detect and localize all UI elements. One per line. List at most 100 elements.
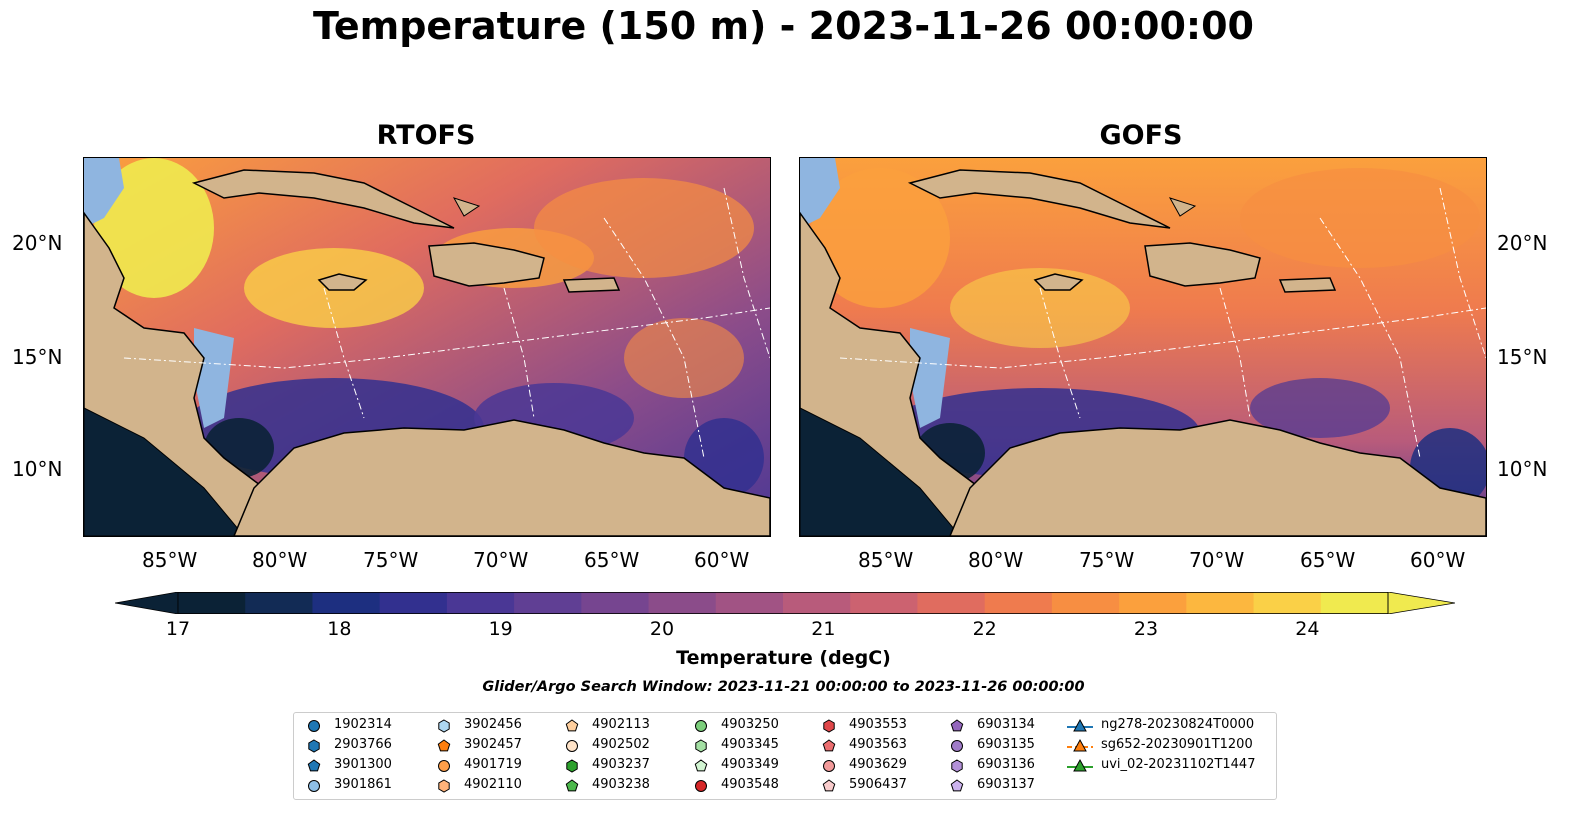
circle-marker-icon	[823, 760, 835, 772]
legend-item-label: 4903250	[721, 717, 779, 732]
colorbar-tick-label: 17	[165, 618, 191, 640]
lon-label-75w-left: 75°W	[363, 548, 419, 572]
colorbar-tick-label: 22	[972, 618, 997, 640]
colorbar-segment	[245, 592, 313, 614]
pentagon-marker-icon	[950, 719, 964, 732]
colorbar-segment	[783, 592, 851, 614]
colorbar-segment	[379, 592, 448, 614]
legend-glider-label: ng278-20230824T0000	[1101, 717, 1255, 732]
legend-item-label: 4903345	[721, 737, 779, 752]
hexagon-marker-icon	[695, 739, 707, 753]
legend-item-label: 4903563	[849, 737, 907, 752]
glider-triangle-icon	[1067, 738, 1093, 752]
legend-glider-label: uvi_02-20231102T1447	[1101, 757, 1256, 772]
lon-label-70w-left: 70°W	[473, 548, 529, 572]
colorbar-segment	[1320, 592, 1389, 614]
colorbar-segment	[917, 592, 986, 614]
circle-marker-icon	[308, 720, 320, 732]
lon-label-80w-left: 80°W	[252, 548, 308, 572]
colorbar-segment	[514, 592, 582, 614]
hexagon-marker-icon	[823, 719, 835, 733]
colorbar-border	[177, 592, 1389, 614]
legend-item-label: 4903629	[849, 757, 907, 772]
lon-label-75w-right: 75°W	[1079, 548, 1135, 572]
colorbar-min-extension	[115, 592, 179, 614]
glider-triangle-icon	[1067, 718, 1093, 732]
pentagon-marker-icon	[822, 779, 836, 792]
legend-item-label: 4903553	[849, 717, 907, 732]
legend-item-label: 1902314	[334, 717, 392, 732]
lon-label-85w-right: 85°W	[858, 548, 914, 572]
legend-item-label: 6903136	[977, 757, 1035, 772]
lon-label-70w-right: 70°W	[1189, 548, 1245, 572]
circle-marker-icon	[695, 780, 707, 792]
gofs-map-panel	[799, 157, 1487, 537]
lat-label-20n-right: 20°N	[1497, 231, 1548, 255]
rtofs-panel-title: RTOFS	[376, 120, 476, 151]
pentagon-marker-icon	[822, 739, 836, 752]
circle-marker-icon	[438, 760, 450, 772]
colorbar-segment	[1253, 592, 1322, 614]
legend-item-label: 3901861	[334, 777, 392, 792]
rtofs-temperature-field	[84, 158, 770, 536]
pentagon-marker-icon	[565, 719, 579, 732]
colorbar-tick-label: 18	[327, 618, 352, 640]
lon-label-60w-right: 60°W	[1410, 548, 1466, 572]
circle-marker-icon	[566, 740, 578, 752]
legend-item-label: 6903135	[977, 737, 1035, 752]
colorbar-segment	[1051, 592, 1120, 614]
colorbar-segment	[984, 592, 1053, 614]
colorbar-segment	[648, 592, 717, 614]
legend-item-label: 4902502	[592, 737, 650, 752]
legend-item-label: 2903766	[334, 737, 392, 752]
colorbar-tick-label: 21	[811, 618, 836, 640]
lat-label-15n-right: 15°N	[1497, 345, 1548, 369]
float-legend: 1902314 2903766 3901300 3901861 3902456 39024…	[293, 712, 1277, 800]
figure-title: Temperature (150 m) - 2023-11-26 00:00:0…	[312, 4, 1254, 48]
legend-item-label: 4902110	[464, 777, 522, 792]
lon-label-65w-right: 65°W	[1300, 548, 1356, 572]
legend-item-label: 4901719	[464, 757, 522, 772]
lon-label-65w-left: 65°W	[584, 548, 640, 572]
pentagon-marker-icon	[694, 759, 708, 772]
colorbar-tick-label: 20	[649, 618, 675, 640]
rtofs-map-panel	[83, 157, 771, 537]
colorbar-tick-label: 19	[488, 618, 513, 640]
lon-label-80w-right: 80°W	[968, 548, 1024, 572]
pentagon-marker-icon	[950, 779, 964, 792]
lat-label-10n-right: 10°N	[1497, 457, 1548, 481]
legend-item-label: 4903349	[721, 757, 779, 772]
search-window-text: Glider/Argo Search Window: 2023-11-21 00…	[482, 679, 1085, 695]
colorbar-segment	[715, 592, 784, 614]
colorbar-segment	[312, 592, 381, 614]
colorbar-label: Temperature (degC)	[676, 647, 891, 669]
legend-item-label: 4903548	[721, 777, 779, 792]
circle-marker-icon	[695, 720, 707, 732]
pentagon-marker-icon	[437, 739, 451, 752]
lon-label-60w-left: 60°W	[694, 548, 750, 572]
hexagon-marker-icon	[438, 719, 450, 733]
circle-marker-icon	[951, 740, 963, 752]
colorbar-ticks: 17 18 19 20 21 22 23 24	[0, 618, 1577, 644]
colorbar-max-extension	[1387, 592, 1455, 614]
legend-item-label: 4902113	[592, 717, 650, 732]
lat-label-15n-left: 15°N	[12, 345, 63, 369]
legend-glider-label: sg652-20230901T1200	[1101, 737, 1253, 752]
legend-item-label: 6903134	[977, 717, 1035, 732]
lon-label-85w-left: 85°W	[142, 548, 198, 572]
lat-label-20n-left: 20°N	[12, 231, 63, 255]
legend-item-label: 3902456	[464, 717, 522, 732]
gofs-panel-title: GOFS	[1099, 120, 1183, 151]
legend-item-label: 3901300	[334, 757, 392, 772]
colorbar-tick-label: 23	[1133, 618, 1159, 640]
colorbar-tick-label: 24	[1295, 618, 1320, 640]
colorbar-segment	[581, 592, 650, 614]
pentagon-marker-icon	[307, 759, 321, 772]
legend-item-label: 4903238	[592, 777, 650, 792]
temperature-colorbar	[115, 592, 1455, 614]
colorbar-segment	[1186, 592, 1255, 614]
legend-item-label: 3902457	[464, 737, 522, 752]
circle-marker-icon	[308, 780, 320, 792]
legend-item-label: 6903137	[977, 777, 1035, 792]
colorbar-segment	[1119, 592, 1187, 614]
